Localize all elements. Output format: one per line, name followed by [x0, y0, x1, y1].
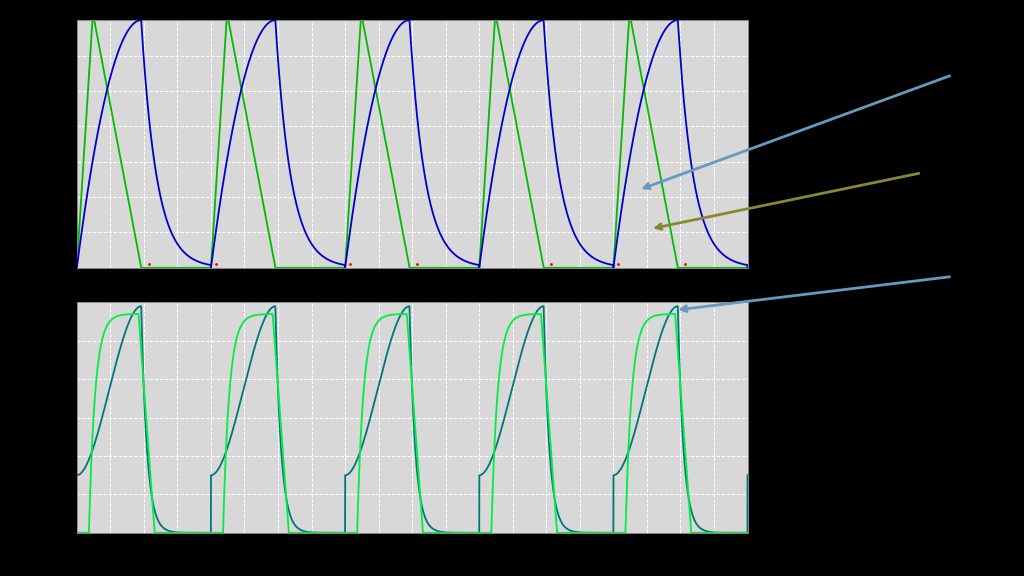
Title: Curvas de Fluxo e Volume: Curvas de Fluxo e Volume — [331, 6, 494, 19]
Y-axis label: Pressão [cmH2O]: Pressão [cmH2O] — [44, 373, 54, 463]
Y-axis label: Volume [L: Volume [L — [779, 118, 790, 170]
Title: Curva de Pressão: Curva de Pressão — [357, 288, 467, 301]
Y-axis label: Fluxo [L/min]: Fluxo [L/min] — [44, 110, 54, 178]
